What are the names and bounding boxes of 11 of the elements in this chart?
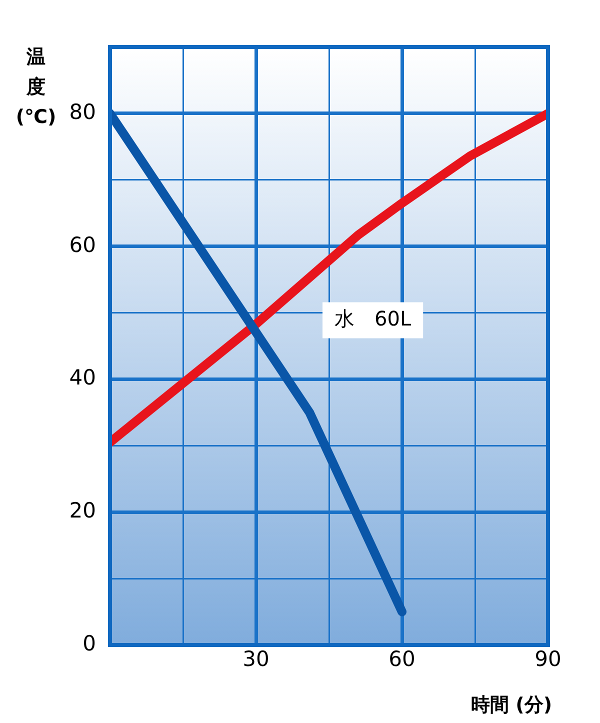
x-tick-label: 90 [534,647,562,672]
x-tick-label: 30 [242,647,270,672]
x-tick-label: 60 [388,647,416,672]
y-tick-label: 0 [82,631,96,656]
y-tick-label: 20 [69,498,96,523]
annotation: 水 60L [334,306,412,330]
y-tick-label: 60 [69,232,96,257]
y-tick-label: 40 [69,366,96,390]
y-tick-label: 80 [69,100,96,124]
y-axis-title: 温度(℃) [16,46,56,128]
x-axis-title: 時間 (分) [471,694,552,716]
